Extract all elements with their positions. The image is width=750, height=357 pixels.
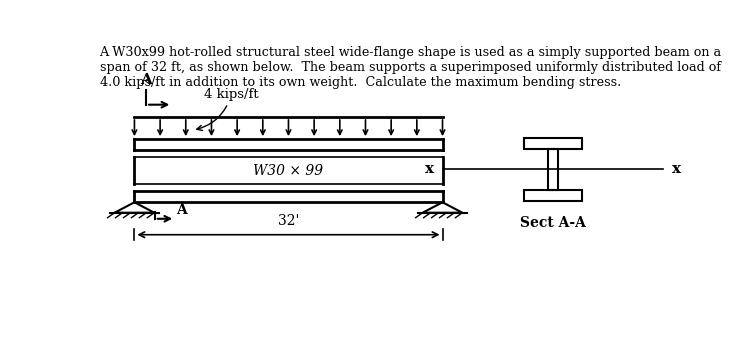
Text: A W30x99 hot-rolled structural steel wide-flange shape is used as a simply suppo: A W30x99 hot-rolled structural steel wid…	[100, 46, 722, 89]
Text: Sect A-A: Sect A-A	[520, 216, 586, 230]
Text: A: A	[140, 73, 152, 87]
Text: x: x	[424, 162, 433, 176]
Text: A: A	[176, 203, 187, 217]
Text: 32': 32'	[278, 214, 299, 228]
Text: x: x	[672, 162, 681, 176]
Text: 4 kips/ft: 4 kips/ft	[196, 87, 259, 131]
Text: W30 × 99: W30 × 99	[254, 164, 323, 178]
